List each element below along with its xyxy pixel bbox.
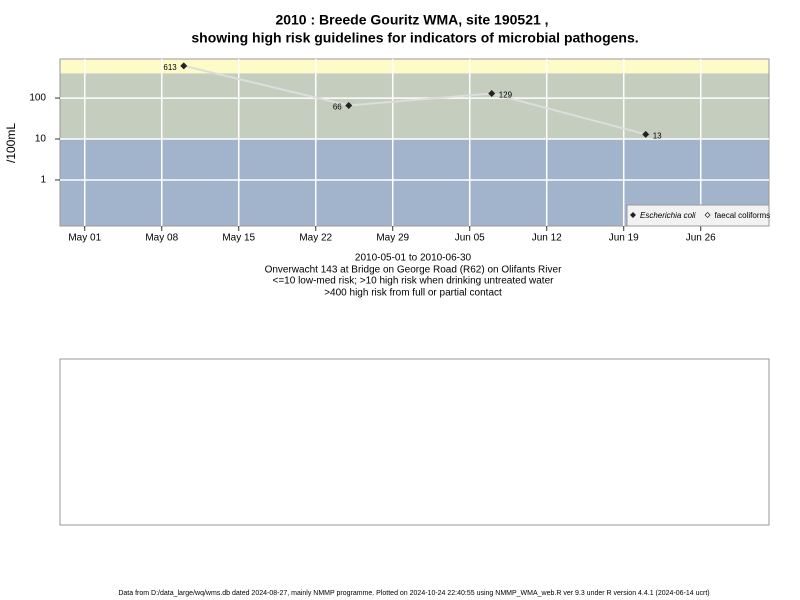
series-line: [183, 64, 646, 136]
x-tick-label: May 29: [376, 233, 409, 244]
x-tick-label: May 08: [145, 233, 178, 244]
empty-panel: [59, 358, 770, 526]
legend-symbol: [704, 212, 711, 218]
x-tick-label: Jun 05: [455, 233, 485, 244]
legend-label: faecal coliforms: [715, 211, 771, 220]
note: Onverwacht 143 at Bridge on George Road …: [265, 265, 562, 276]
legend-symbol: [630, 212, 636, 218]
y-tick-label: 10: [35, 134, 47, 145]
data-label: 129: [499, 91, 513, 100]
x-tick-label: May 22: [299, 233, 332, 244]
chart-subtitle: showing high risk guidelines for indicat…: [191, 30, 638, 46]
data-label: 613: [163, 63, 177, 72]
note: <=10 low-med risk; >10 high risk when dr…: [273, 276, 555, 287]
plot-frame: [59, 58, 770, 227]
point: [180, 62, 188, 70]
x-tick-label: Jun 12: [532, 233, 562, 244]
x-tick-label: Jun 19: [609, 233, 639, 244]
x-tick-label: May 01: [68, 233, 101, 244]
legend-box: [626, 204, 770, 227]
risk-band: [60, 73, 769, 140]
x-tick-label: Jun 26: [686, 233, 716, 244]
data-label: 13: [653, 131, 662, 140]
data-label: 66: [333, 103, 342, 112]
x-tick-label: May 15: [222, 233, 255, 244]
legend-label: Escherichia coli: [640, 211, 696, 220]
note: >400 high risk from full or partial cont…: [324, 288, 502, 299]
y-tick-label: 100: [29, 93, 46, 104]
chart-title: 2010 : Breede Gouritz WMA, site 190521 ,: [275, 12, 548, 28]
y-axis-label: /100mL: [4, 123, 18, 163]
y-tick-label: 1: [40, 175, 46, 186]
note: 2010-05-01 to 2010-06-30: [355, 253, 472, 264]
point: [345, 101, 353, 109]
point: [488, 90, 496, 98]
risk-band: [60, 59, 769, 74]
point: [642, 130, 650, 138]
footer: Data from D:/data_large/wq/wms.db dated …: [118, 590, 709, 597]
